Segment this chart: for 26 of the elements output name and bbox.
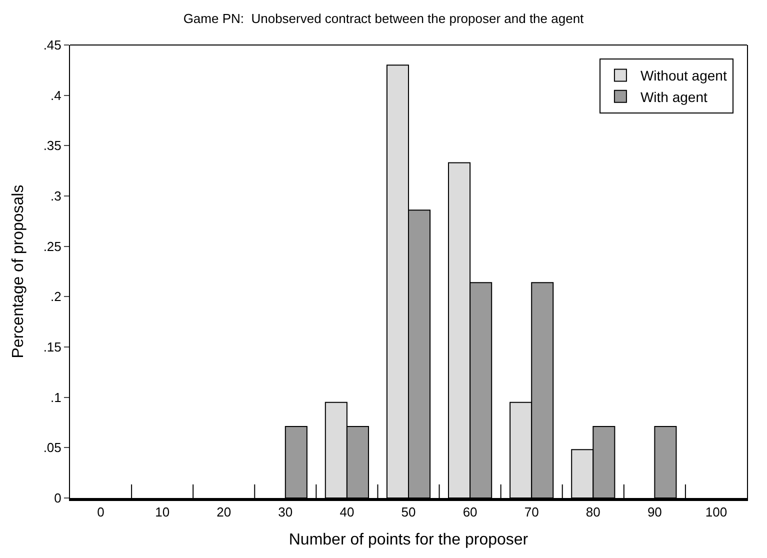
x-tick-label: 10 [155,504,170,520]
x-tick-label: 70 [524,504,539,520]
x-tick-label: 30 [278,504,293,520]
x-tick-label: 20 [216,504,232,520]
y-tick-label: .15 [43,340,62,355]
x-axis-title: Number of points for the proposer [288,531,529,548]
x-tick-label: 100 [705,504,728,520]
y-tick-label: .3 [50,188,62,204]
chart-title: Game PN: Unobserved contract between the proposer and the agent [183,11,584,26]
y-tick-label: 0 [54,490,62,506]
y-tick-label: .45 [43,38,62,53]
x-tick-label: 60 [462,504,478,520]
y-tick-label: .25 [43,238,62,254]
x-tick-label: 80 [586,504,600,520]
x-tick-label: 50 [401,504,416,520]
y-tick-label: .05 [43,440,62,456]
x-tick-label: 90 [647,504,662,520]
y-axis-title: Percentage of proposals [10,184,28,358]
x-tick-label: 0 [97,504,104,520]
legend-label: With agent [640,88,708,105]
y-tick-label: .35 [43,138,62,154]
x-tick-label: 40 [340,504,354,520]
y-tick-label: .4 [50,88,62,103]
legend-label: Without agent [640,68,727,84]
y-tick-label: .1 [50,390,62,405]
y-tick-label: .2 [50,289,62,304]
